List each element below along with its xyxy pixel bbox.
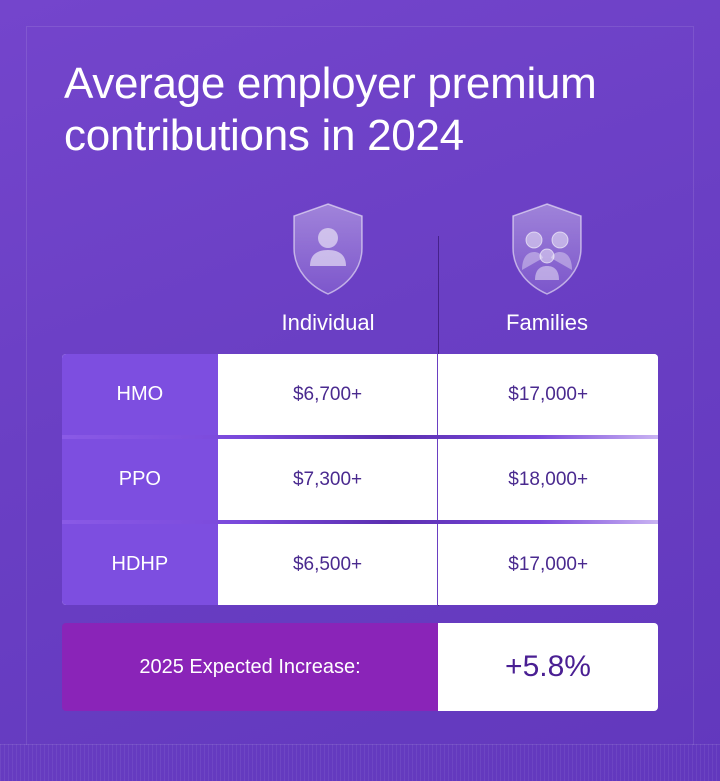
table-row: PPO $7,300+ $18,000+ (62, 439, 658, 520)
bottom-strip (0, 744, 720, 781)
expected-increase-bar: 2025 Expected Increase: +5.8% (62, 623, 658, 711)
individual-value: $7,300+ (217, 439, 439, 520)
table-row: HDHP $6,500+ $17,000+ (62, 524, 658, 605)
title-line-2: contributions in 2024 (64, 111, 464, 160)
shield-person-icon (293, 203, 363, 295)
page-title: Average employer premium contributions i… (64, 58, 664, 162)
title-line-1: Average employer premium (64, 59, 597, 108)
premium-table: HMO $6,700+ $17,000+ PPO $7,300+ $18,000… (62, 354, 658, 605)
plan-label: HDHP (62, 524, 218, 605)
plan-label: HMO (62, 354, 218, 435)
expected-increase-label: 2025 Expected Increase: (62, 623, 438, 711)
table-row: HMO $6,700+ $17,000+ (62, 354, 658, 435)
row-separator (62, 435, 658, 439)
expected-increase-value: +5.8% (438, 623, 658, 711)
column-header-individual: Individual (281, 310, 375, 335)
families-value: $17,000+ (438, 524, 658, 605)
families-value: $17,000+ (438, 354, 658, 435)
row-separator (62, 520, 658, 524)
column-header-families: Families (506, 310, 588, 335)
plan-label: PPO (62, 439, 218, 520)
individual-value: $6,700+ (217, 354, 439, 435)
families-value: $18,000+ (438, 439, 658, 520)
shield-family-icon (512, 203, 582, 295)
individual-value: $6,500+ (217, 524, 439, 605)
